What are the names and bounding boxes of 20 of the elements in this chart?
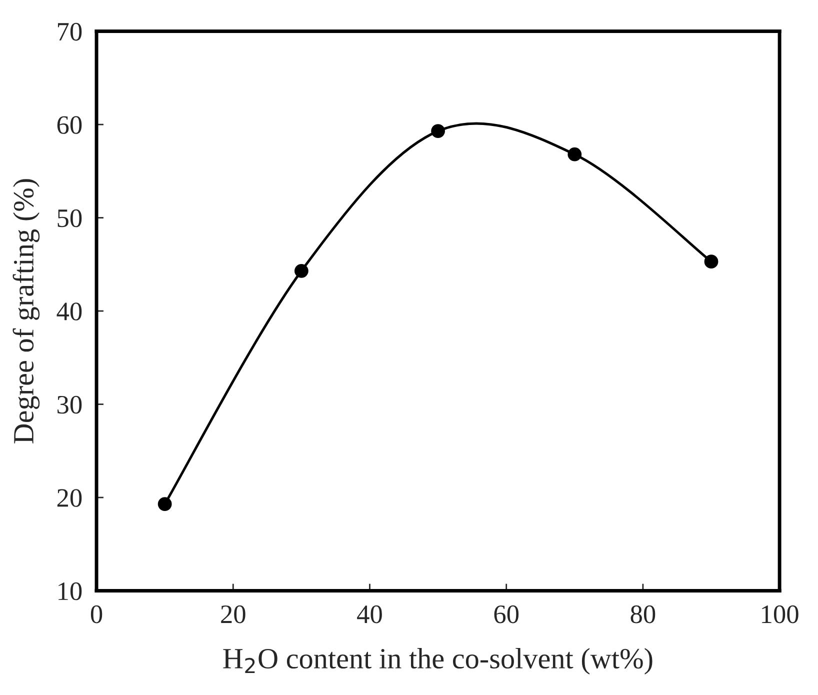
x-tick-label: 80 [630, 605, 656, 624]
x-tick-label: 60 [494, 605, 519, 624]
x-axis-title: H$_{2}$O content in the co-solvent (wt%) [223, 648, 652, 674]
y-tick-label: 60 [57, 116, 82, 134]
x-tick-label: 100 [762, 605, 798, 624]
point [431, 124, 445, 138]
y-tick-label: 40 [56, 302, 82, 320]
y-tick-label: 30 [58, 396, 82, 414]
y-tick-label: 20 [57, 489, 82, 507]
x-tick-label: 20 [221, 605, 246, 624]
y-tick-label: 50 [58, 209, 82, 228]
x-tick-label: 0 [90, 605, 102, 624]
x-tick-label: 40 [357, 605, 382, 624]
point [294, 264, 308, 278]
y-tick-label: 70 [58, 22, 82, 41]
point [568, 147, 582, 162]
point [158, 497, 172, 511]
y-axis-title: Degree of grafting (%) [12, 179, 40, 444]
point [704, 254, 718, 269]
y-tick-label: 10 [58, 582, 82, 600]
